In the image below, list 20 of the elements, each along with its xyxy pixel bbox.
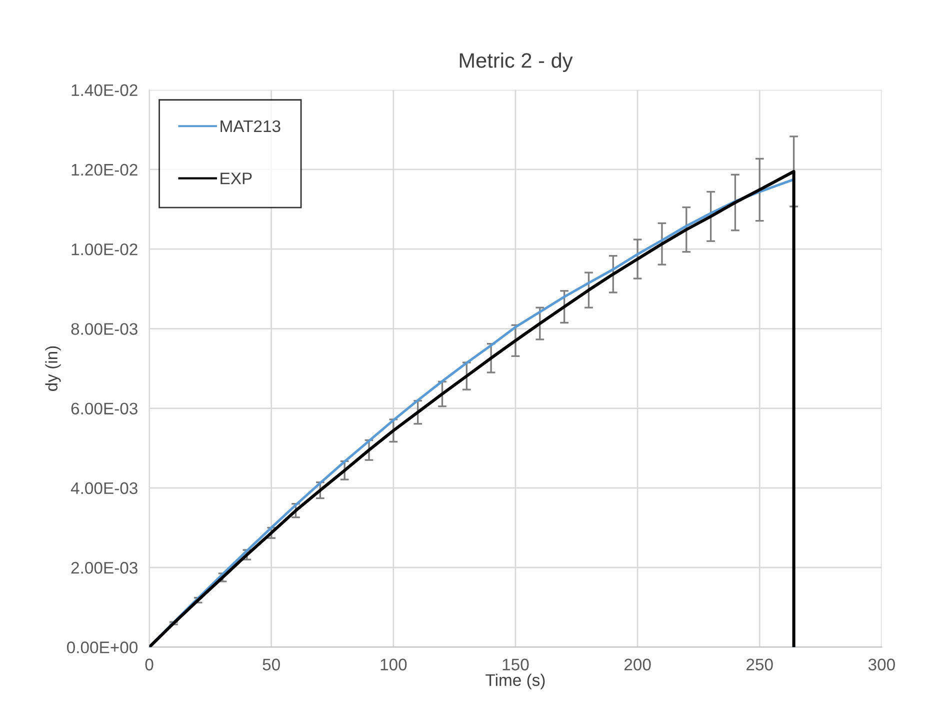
legend-label: MAT213 xyxy=(220,120,280,132)
y-tick-label: 0.00E+00 xyxy=(66,642,138,654)
x-tick-label: 250 xyxy=(746,658,773,670)
y-tick-label: 4.00E-03 xyxy=(70,482,138,494)
y-tick-label: 2.00E-03 xyxy=(71,562,138,574)
x-tick-label: 150 xyxy=(502,658,529,670)
x-tick-label: 50 xyxy=(262,658,280,670)
y-tick-label: 1.40E-02 xyxy=(72,84,138,96)
x-axis-title: Time (s) xyxy=(486,674,545,690)
y-axis-title: dy (in) xyxy=(45,346,61,391)
y-tick-label: 1.20E-02 xyxy=(72,164,138,176)
y-tick-label: 1.00E-02 xyxy=(72,243,138,256)
x-tick-label: 300 xyxy=(868,658,895,670)
x-tick-label: 200 xyxy=(624,658,651,670)
legend-label: EXP xyxy=(220,172,252,184)
x-tick-label: 100 xyxy=(380,658,407,670)
chart-title: Metric 2 - dy xyxy=(460,52,573,72)
y-tick-label: 6.00E-03 xyxy=(71,402,138,414)
x-tick-label: 0 xyxy=(145,658,154,670)
y-tick-label: 8.00E-03 xyxy=(71,323,138,335)
